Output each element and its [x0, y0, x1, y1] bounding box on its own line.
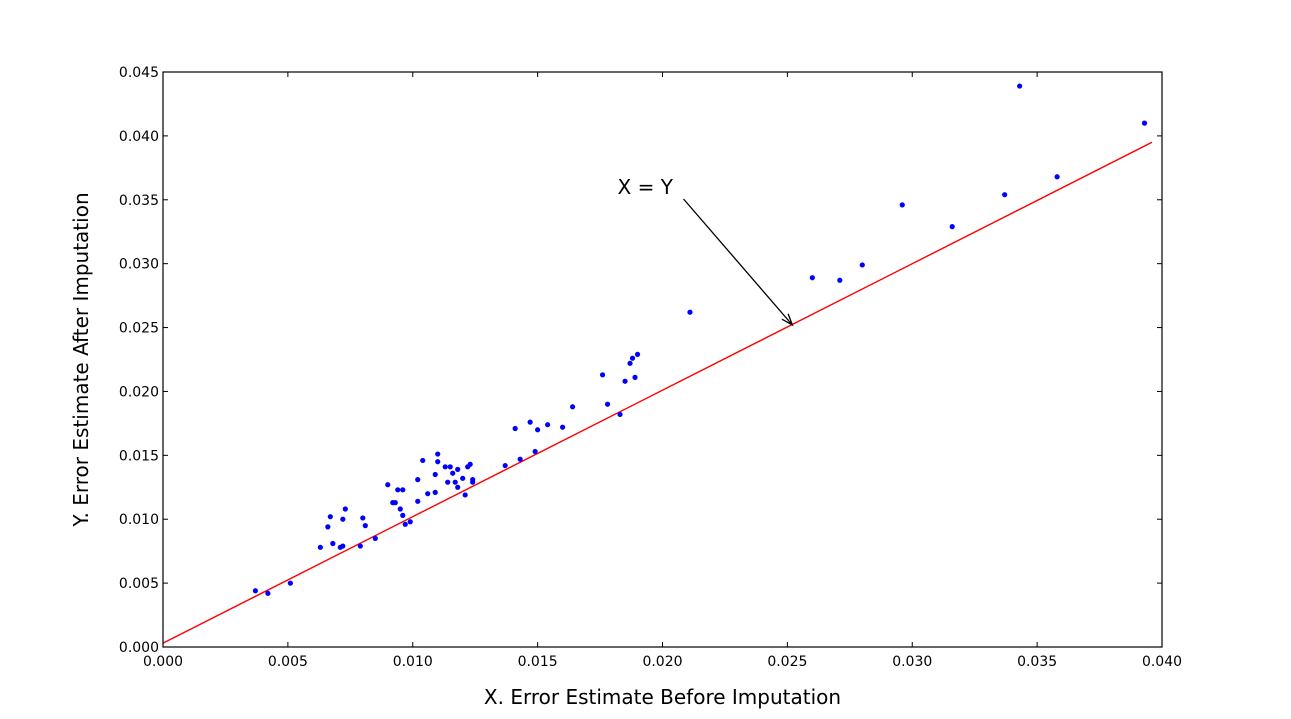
x-tick-label: 0.000: [143, 654, 183, 670]
x-tick-label: 0.040: [1142, 654, 1182, 670]
data-point: [340, 543, 346, 549]
y-tick-label: 0.015: [119, 448, 159, 464]
x-equals-y-line: [162, 141, 1153, 644]
data-point: [455, 484, 461, 490]
data-point: [325, 524, 331, 530]
data-point: [899, 202, 905, 208]
annotation-arrow-line: [683, 198, 793, 326]
data-point: [372, 535, 378, 541]
data-point: [357, 543, 363, 549]
x-tick-label: 0.010: [393, 654, 433, 670]
y-axis-label: Y. Error Estimate After Imputation: [69, 192, 93, 527]
data-point: [634, 351, 641, 357]
data-point: [400, 512, 406, 518]
data-point: [450, 470, 456, 476]
data-point: [395, 487, 401, 493]
data-point: [447, 464, 453, 470]
annotation-label: X = Y: [618, 175, 674, 199]
data-point: [435, 451, 441, 457]
data-point: [460, 475, 466, 481]
data-point: [502, 462, 508, 469]
y-tick-label: 0.010: [119, 512, 159, 528]
x-tick-label: 0.025: [767, 654, 807, 670]
data-point: [342, 506, 348, 512]
data-point: [385, 482, 391, 488]
data-point: [425, 491, 431, 497]
x-tick-label: 0.015: [518, 654, 558, 670]
data-point: [407, 519, 413, 525]
annotation-layer: X = Y: [618, 175, 794, 327]
data-point: [432, 489, 438, 495]
plot-frame: [162, 71, 1163, 648]
y-tick-label: 0.035: [119, 193, 159, 209]
y-tick-label: 0.045: [119, 65, 159, 81]
data-point: [632, 374, 638, 380]
y-tick-label: 0.025: [119, 321, 159, 337]
y-tick-label: 0.000: [119, 640, 159, 656]
data-point: [392, 500, 398, 506]
y-tick-label: 0.040: [119, 129, 159, 145]
points-layer: [252, 83, 1148, 596]
data-point: [517, 456, 523, 462]
data-point: [330, 540, 336, 547]
data-point: [687, 309, 693, 315]
data-point: [617, 411, 623, 418]
data-point: [415, 477, 421, 483]
data-point: [432, 471, 438, 478]
data-point: [545, 422, 551, 428]
data-point: [527, 419, 533, 425]
data-point: [512, 425, 518, 432]
data-point: [604, 401, 611, 407]
data-point: [317, 544, 323, 550]
x-tick-label: 0.005: [268, 654, 308, 670]
data-point: [560, 424, 566, 430]
x-axis-label: X. Error Estimate Before Imputation: [484, 685, 841, 709]
data-point: [627, 360, 633, 366]
x-tick-label: 0.035: [1017, 654, 1057, 670]
data-point: [535, 427, 541, 433]
data-point: [360, 515, 366, 521]
data-point: [622, 378, 628, 384]
data-point: [470, 477, 476, 483]
data-point: [400, 487, 406, 493]
data-point: [445, 479, 451, 485]
data-point: [455, 466, 461, 472]
y-tick-label: 0.020: [119, 384, 159, 400]
data-point: [265, 590, 271, 596]
data-point: [435, 459, 441, 465]
data-point: [287, 580, 293, 586]
x-tick-label: 0.020: [642, 654, 682, 670]
data-point: [949, 224, 955, 230]
data-point: [420, 457, 426, 464]
data-point: [1002, 192, 1008, 198]
y-tick-label: 0.005: [119, 576, 159, 592]
data-point: [452, 479, 458, 485]
x-tick-label: 0.030: [892, 654, 932, 670]
data-point: [397, 506, 403, 512]
data-point: [415, 498, 421, 504]
data-point: [442, 464, 448, 470]
data-point: [327, 514, 333, 520]
data-point: [532, 448, 538, 455]
data-point: [569, 404, 576, 410]
annotation-arrow-head: [781, 313, 794, 327]
data-point: [340, 516, 346, 522]
data-point: [1017, 83, 1023, 89]
data-point: [859, 262, 865, 268]
y-tick-label: 0.030: [119, 257, 159, 273]
data-point: [1141, 120, 1148, 126]
data-point: [467, 461, 473, 467]
line-layer: [162, 141, 1153, 644]
data-point: [362, 523, 368, 529]
data-point: [599, 372, 606, 378]
data-point: [629, 355, 636, 361]
data-point: [1054, 174, 1060, 180]
data-point: [837, 277, 843, 283]
data-point: [462, 492, 468, 498]
ticks-layer: 0.000 0.005 0.010 0.015 0.020 0.025 0.030 0.035…: [119, 65, 1182, 670]
data-point: [252, 588, 259, 594]
data-point: [402, 521, 408, 527]
data-point: [809, 275, 815, 281]
